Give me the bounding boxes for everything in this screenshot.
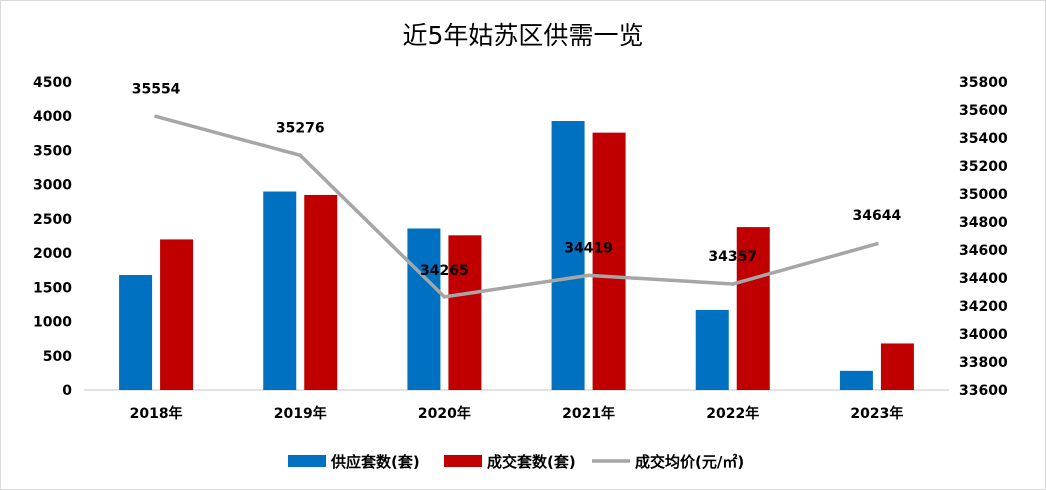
avg-price-line <box>154 114 879 299</box>
avg-price-label: 34265 <box>420 263 469 279</box>
legend-label: 成交套数(套) <box>487 453 576 471</box>
legend-label: 供应套数(套) <box>330 453 420 471</box>
deal-bar <box>160 239 194 390</box>
category-label: 2020年 <box>418 405 471 422</box>
line-series <box>154 114 879 299</box>
right-tick-label: 35000 <box>959 187 1008 203</box>
right-tick-label: 34200 <box>959 299 1008 315</box>
deal-bar <box>736 227 770 390</box>
left-tick-label: 500 <box>43 349 72 365</box>
avg-price-point <box>875 242 879 246</box>
avg-price-point <box>442 295 447 299</box>
left-tick-label: 1000 <box>33 315 72 331</box>
left-tick-label: 3500 <box>33 143 72 159</box>
supply-bar <box>119 275 153 390</box>
deal-bar <box>592 132 626 390</box>
left-tick-label: 3000 <box>33 178 72 194</box>
avg-price-label: 34419 <box>564 240 613 256</box>
avg-price-point <box>298 153 303 158</box>
category-label: 2019年 <box>274 405 327 422</box>
category-labels: 2018年 2019年 2020年 2021年 2022年 2023年 <box>130 405 904 422</box>
avg-price-label: 34644 <box>853 208 902 224</box>
supply-bar <box>839 370 873 390</box>
left-axis-ticks: 0 500 1000 1500 2000 2500 3000 3500 4000 4500 <box>33 75 72 399</box>
avg-price-point <box>154 114 158 119</box>
right-tick-label: 34600 <box>959 243 1008 259</box>
supply-bar <box>551 121 585 390</box>
left-tick-label: 2000 <box>33 246 72 262</box>
right-tick-label: 33800 <box>959 355 1008 371</box>
deal-bar <box>880 343 914 390</box>
supply-bar <box>263 191 297 390</box>
right-tick-label: 35400 <box>959 131 1008 147</box>
right-tick-label: 34400 <box>959 271 1008 287</box>
right-axis-ticks: 33600 33800 34000 34200 34400 34600 34800 35000… <box>959 75 1008 399</box>
legend-deal-swatch <box>444 455 482 467</box>
legend: 供应套数(套) 成交套数(套) 成交均价(元/㎡) <box>288 453 744 471</box>
left-tick-label: 1500 <box>33 280 72 296</box>
avg-price-point <box>730 282 735 286</box>
right-tick-label: 35600 <box>959 103 1008 119</box>
category-label: 2023年 <box>850 405 903 422</box>
left-tick-label: 2500 <box>33 212 72 228</box>
category-label: 2018年 <box>130 405 183 422</box>
supply-bar <box>695 309 729 390</box>
deal-bar <box>448 235 482 390</box>
bar-series <box>119 121 914 390</box>
left-tick-label: 0 <box>62 383 72 399</box>
line-data-labels: 35554 35276 34265 34419 34357 34644 <box>132 81 902 278</box>
legend-supply-swatch <box>288 455 326 467</box>
category-label: 2021年 <box>562 405 615 422</box>
avg-price-label: 35276 <box>276 120 325 136</box>
right-tick-label: 34000 <box>959 327 1008 343</box>
avg-price-label: 35554 <box>132 81 181 97</box>
avg-price-point <box>586 273 591 278</box>
left-tick-label: 4000 <box>33 109 72 125</box>
category-label: 2022年 <box>706 405 759 422</box>
deal-bar <box>304 194 338 390</box>
right-tick-label: 33600 <box>959 383 1008 399</box>
legend-label: 成交均价(元/㎡) <box>635 453 744 471</box>
right-tick-label: 35200 <box>959 159 1008 175</box>
right-tick-label: 35800 <box>959 75 1008 91</box>
supply-bar <box>407 228 441 390</box>
avg-price-label: 34357 <box>708 249 757 265</box>
right-tick-label: 34800 <box>959 215 1008 231</box>
chart-title: 近5年姑苏区供需一览 <box>403 21 644 50</box>
left-tick-label: 4500 <box>33 75 72 91</box>
